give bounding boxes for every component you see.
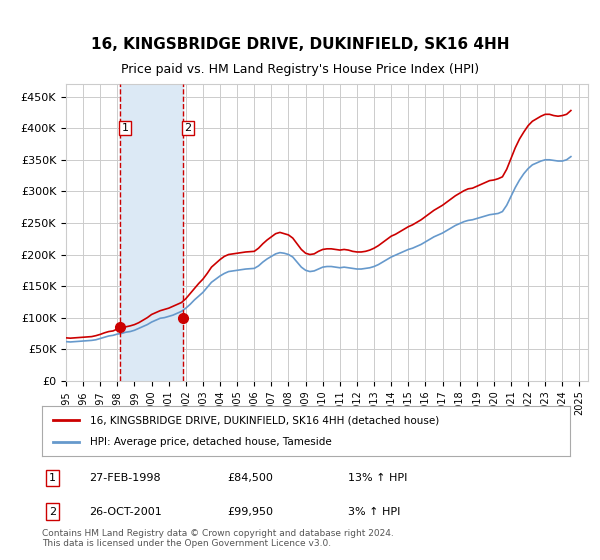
Text: £84,500: £84,500 bbox=[227, 473, 272, 483]
Text: 27-FEB-1998: 27-FEB-1998 bbox=[89, 473, 161, 483]
Text: Contains HM Land Registry data © Crown copyright and database right 2024.
This d: Contains HM Land Registry data © Crown c… bbox=[42, 529, 394, 548]
Text: 3% ↑ HPI: 3% ↑ HPI bbox=[348, 507, 401, 517]
Text: 2: 2 bbox=[49, 507, 56, 517]
Text: 16, KINGSBRIDGE DRIVE, DUKINFIELD, SK16 4HH (detached house): 16, KINGSBRIDGE DRIVE, DUKINFIELD, SK16 … bbox=[89, 415, 439, 425]
Text: 13% ↑ HPI: 13% ↑ HPI bbox=[348, 473, 407, 483]
Bar bbox=[120, 84, 183, 381]
Text: Price paid vs. HM Land Registry's House Price Index (HPI): Price paid vs. HM Land Registry's House … bbox=[121, 63, 479, 77]
Text: 1: 1 bbox=[49, 473, 56, 483]
Text: 16, KINGSBRIDGE DRIVE, DUKINFIELD, SK16 4HH: 16, KINGSBRIDGE DRIVE, DUKINFIELD, SK16 … bbox=[91, 38, 509, 52]
Text: 2: 2 bbox=[184, 123, 191, 133]
Text: 1: 1 bbox=[122, 123, 128, 133]
Text: HPI: Average price, detached house, Tameside: HPI: Average price, detached house, Tame… bbox=[89, 437, 331, 447]
Text: 26-OCT-2001: 26-OCT-2001 bbox=[89, 507, 162, 517]
Text: £99,950: £99,950 bbox=[227, 507, 273, 517]
